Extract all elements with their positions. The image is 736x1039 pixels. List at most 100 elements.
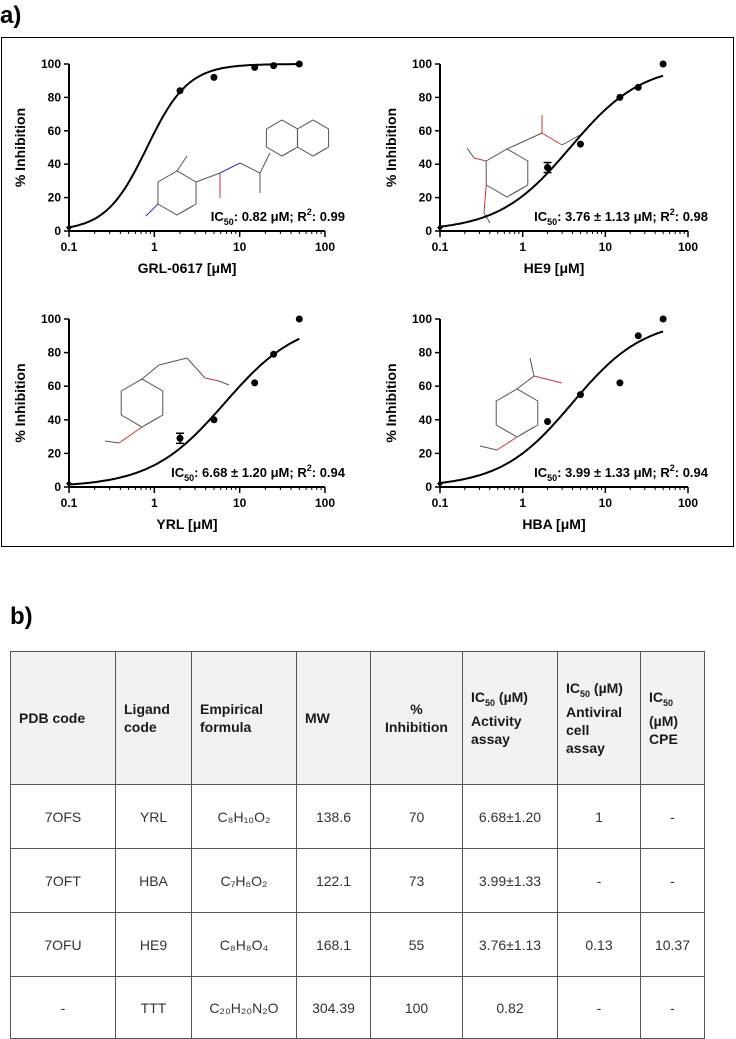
data-point [176,87,184,95]
chemical-structure [145,119,330,217]
cell-pdb: 7OFT [10,848,116,913]
cell-mw: 122.1 [296,848,371,913]
cell-formula: C₈H₁₀O₂ [191,784,297,849]
header-ic50-cpe: IC50 (µM) CPE [640,651,705,785]
header-mw: MW [296,651,371,785]
table-row: - TTT C₂₀H₂₀N₂O 304.39 100 0.82 - - [10,976,705,1039]
y-tick-label: 100 [41,57,61,71]
y-tick-label: 20 [48,446,62,460]
y-axis-label: % Inhibition [12,363,28,442]
y-tick-label: 0 [425,480,432,494]
header-pdb-code: PDB code [10,651,116,785]
fit-annotation: IC50: 3.76 ± 1.13 μM; R2: 0.98 [534,207,708,227]
data-point [210,73,218,81]
cell-ic50-cpe: - [640,848,705,913]
chemical-structure [479,357,563,451]
bond [104,440,120,444]
cell-mw: 138.6 [296,784,371,849]
fit-curve [68,337,300,486]
cell-pdb: 7OFU [10,912,116,977]
benzene-ring [485,148,529,198]
bond [145,203,159,217]
ligand-table: PDB code Ligand code Empirical formula M… [10,651,705,1039]
bond [506,132,543,150]
double-bond [284,147,296,156]
bond [529,357,535,377]
double-bond [144,416,160,426]
benzene-ring [157,170,197,216]
bond [186,357,206,379]
x-tick-label: 0.1 [432,240,449,254]
y-tick-label: 100 [412,312,432,326]
y-tick-label: 0 [425,224,432,238]
y-axis-label: % Inhibition [383,363,399,442]
x-tick-label: 10 [599,496,613,510]
x-tick-label: 1 [151,496,158,510]
bond [204,377,220,382]
chart-1: 0 20 40 60 80 100 0.1 1 10 100 GRL-0617 [μM] % Inhi… [12,57,345,276]
y-tick-label: 20 [419,191,433,205]
data-point [295,315,303,323]
y-tick-label: 40 [419,157,433,171]
cell-ic50-cpe: 10.37 [640,912,705,977]
cell-formula: C₇H₆O₂ [191,848,297,913]
y-tick-label: 60 [419,379,433,393]
cell-ic50-cpe: - [640,976,705,1039]
y-tick-label: 20 [48,191,62,205]
x-tick-label: 10 [233,240,247,254]
naphthalene-ring [265,119,299,157]
cell-inhibition: 70 [370,784,463,849]
bond [141,364,160,380]
x-tick-label: 0.1 [432,496,449,510]
cell-inhibition: 55 [370,912,463,977]
cell-mw: 168.1 [296,912,371,977]
x-tick-label: 1 [519,496,526,510]
data-point [544,417,552,425]
x-tick-label: 100 [315,496,335,510]
y-tick-label: 40 [419,413,433,427]
bond [239,162,261,174]
bond [479,445,498,451]
y-tick-label: 60 [419,124,433,138]
origin-marker [437,224,443,231]
fit-curve [439,330,664,484]
y-tick-label: 40 [48,413,62,427]
origin-marker [66,480,72,487]
chart-2: 0 20 40 60 80 100 0.1 1 10 100 HE9 [μM] % Inhibitio… [383,57,708,276]
x-tick-label: 100 [678,496,698,510]
x-tick-label: 0.1 [61,496,78,510]
cell-pdb: - [10,976,116,1039]
data-point [176,434,184,442]
bond [158,357,188,366]
cell-mw: 304.39 [296,976,371,1039]
cell-formula: C₂₀H₂₀N₂O [191,976,297,1039]
cell-ic50-antiviral: - [557,848,641,913]
x-axis-label: GRL-0617 [μM] [138,260,237,276]
chart-3: 0 20 40 60 80 100 0.1 1 10 100 YRL [μM] % Inhibitio… [12,312,346,532]
data-point [634,83,642,91]
y-axis-label: % Inhibition [12,108,28,187]
data-point [576,391,584,399]
bond [219,162,241,174]
header-inhibition: % Inhibition [370,651,463,785]
y-tick-label: 60 [48,124,62,138]
fit-curve [439,74,664,228]
y-tick-label: 80 [419,346,433,360]
data-point [659,315,667,323]
data-point [251,379,259,387]
data-point [659,60,667,68]
bond [218,380,230,386]
cell-ic50-activity: 0.82 [462,976,558,1039]
bond [118,426,143,444]
x-tick-label: 1 [519,240,526,254]
bond [483,184,487,214]
cell-ic50-activity: 3.76±1.13 [462,912,558,977]
bond [561,134,581,146]
bond [473,157,487,162]
double-bond [519,426,535,436]
cell-ligand: YRL [115,784,192,849]
bond [176,155,188,172]
y-tick-label: 0 [54,224,61,238]
x-tick-label: 100 [315,240,335,254]
